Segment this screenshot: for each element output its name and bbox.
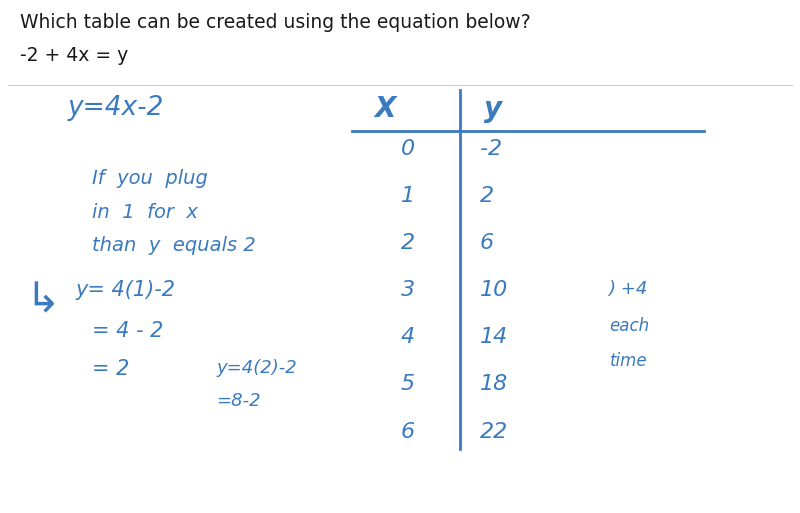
Text: 5: 5 <box>401 374 415 394</box>
Text: 10: 10 <box>480 280 508 300</box>
Text: 6: 6 <box>480 233 494 253</box>
Text: 1: 1 <box>401 186 415 206</box>
Text: 3: 3 <box>401 280 415 300</box>
Text: y=4x-2: y=4x-2 <box>68 95 164 121</box>
Text: 2: 2 <box>401 233 415 253</box>
Text: = 2: = 2 <box>92 359 130 379</box>
Text: 2: 2 <box>480 186 494 206</box>
Text: 14: 14 <box>480 327 508 347</box>
Text: =8-2: =8-2 <box>216 392 261 410</box>
Text: time: time <box>610 352 647 370</box>
Text: 4: 4 <box>401 327 415 347</box>
Text: = 4 - 2: = 4 - 2 <box>92 321 163 341</box>
Text: y= 4(1)-2: y= 4(1)-2 <box>76 280 176 300</box>
Text: y=4(2)-2: y=4(2)-2 <box>216 359 297 377</box>
Text: -2: -2 <box>480 139 502 159</box>
Text: -2 + 4x = y: -2 + 4x = y <box>20 46 128 65</box>
Text: If  you  plug: If you plug <box>92 169 208 188</box>
Text: than  y  equals 2: than y equals 2 <box>92 236 256 255</box>
Text: 6: 6 <box>401 422 415 442</box>
Text: y: y <box>484 95 502 123</box>
Text: Which table can be created using the equation below?: Which table can be created using the equ… <box>20 13 530 32</box>
Text: 22: 22 <box>480 422 508 442</box>
Text: ↳: ↳ <box>26 280 61 322</box>
Text: ) +4: ) +4 <box>608 280 647 298</box>
Text: in  1  for  x: in 1 for x <box>92 203 198 222</box>
Text: X: X <box>374 95 396 123</box>
Text: each: each <box>610 317 650 334</box>
Text: 18: 18 <box>480 374 508 394</box>
Text: 0: 0 <box>401 139 415 159</box>
